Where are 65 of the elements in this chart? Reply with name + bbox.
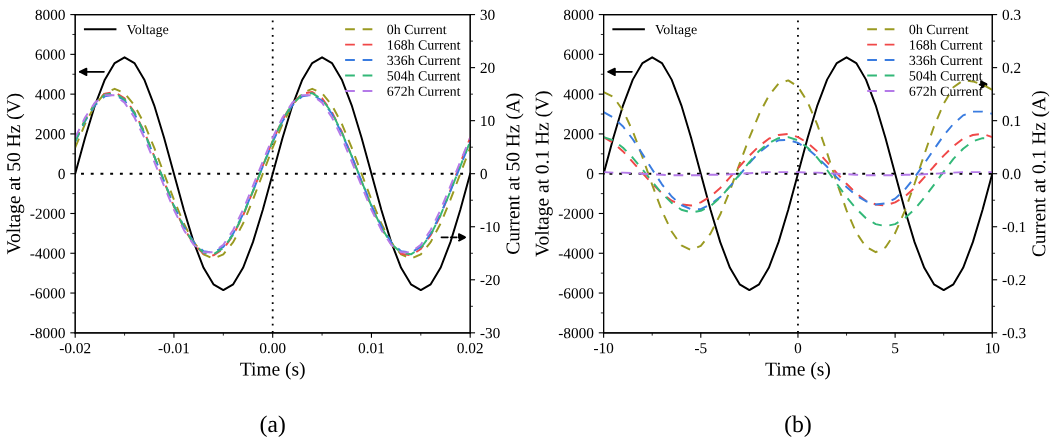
legend-label: 504h Current [387, 70, 461, 81]
y2-tick-label: 10 [481, 115, 495, 127]
x-tick-label: 0.00 [259, 342, 286, 354]
x-tick-label: -10 [594, 342, 614, 354]
y-tick-label: -6000 [558, 288, 594, 299]
x-tick-label: -5 [695, 343, 707, 354]
legend-label: Voltage [126, 24, 169, 38]
x-tick-label: 0.01 [358, 342, 384, 354]
y-axis-title: Voltage at 0.1 Hz (V) [535, 91, 553, 257]
y-tick-label: -4000 [30, 248, 65, 259]
line-series [603, 132, 993, 207]
text: (a) [260, 415, 285, 437]
y-tick-label: -6000 [30, 288, 65, 299]
x-tick-label: -0.01 [158, 342, 189, 354]
y-tick-label: 0 [586, 168, 594, 180]
y-axis-title: Voltage at 50 Hz (V) [6, 93, 25, 255]
line-series [603, 110, 993, 211]
y-tick-label: -2000 [558, 208, 594, 219]
legend-label: 168h Current [388, 39, 461, 50]
text: (b) [785, 415, 811, 437]
y-tick-label: 2000 [564, 129, 594, 140]
x-tick-label: 0 [794, 342, 802, 354]
y2-tick-label: -20 [480, 274, 500, 286]
y-tick-label: 0 [58, 168, 65, 180]
legend-label: 672h Current [909, 86, 983, 96]
y-tick-label: -4000 [558, 248, 594, 259]
y-tick-label: -2000 [30, 208, 65, 219]
legend-label: 672h Current [387, 86, 461, 96]
legend-label: 504h Current [909, 70, 983, 81]
y-tick-label: 6000 [564, 49, 594, 60]
y2-tick-label: 0.2 [1002, 62, 1021, 74]
y2-axis-title: Current at 0.1 Hz (A) [1031, 91, 1050, 257]
x-axis-title: Time (s) [240, 361, 305, 380]
y-tick-label: 2000 [35, 129, 65, 140]
x-tick-label: 5 [892, 343, 899, 354]
y-tick-label: 6000 [35, 49, 65, 60]
y2-tick-label: 0.0 [1002, 168, 1021, 180]
y-tick-label: -8000 [30, 327, 65, 339]
legend-label: 168h Current [910, 39, 983, 50]
y2-tick-label: -0.1 [1002, 221, 1026, 233]
legend-label: 336h Current [387, 55, 461, 66]
legend-label: Voltage [655, 24, 697, 38]
y-tick-label: 4000 [35, 89, 65, 100]
y2-tick-label: 20 [480, 62, 495, 74]
x-tick-label: 10 [985, 342, 1000, 354]
y2-tick-label: 0.1 [1002, 115, 1021, 127]
y-tick-label: 8000 [35, 9, 65, 21]
y2-tick-label: -10 [480, 221, 500, 233]
y2-axis-title: Current at 50 Hz (A) [505, 93, 524, 254]
y2-tick-label: 0 [480, 168, 487, 180]
y2-tick-label: -0.2 [1002, 274, 1026, 286]
x-tick-label: -0.02 [59, 342, 91, 354]
y2-tick-label: 30 [480, 9, 495, 21]
legend-label: 0h Current [387, 24, 447, 35]
y2-tick-label: -30 [480, 327, 500, 339]
legend-label: 336h Current [909, 55, 983, 66]
x-axis-title: Time (s) [765, 361, 830, 380]
y-tick-label: 8000 [563, 9, 594, 21]
y-tick-label: 4000 [563, 89, 594, 100]
y2-tick-label: -0.3 [1002, 327, 1026, 339]
legend-label: 0h Current [909, 24, 969, 35]
x-tick-label: 0.02 [457, 342, 483, 354]
y2-tick-label: 0.3 [1002, 9, 1021, 21]
y-tick-label: -8000 [558, 327, 594, 339]
line-series [603, 79, 993, 254]
